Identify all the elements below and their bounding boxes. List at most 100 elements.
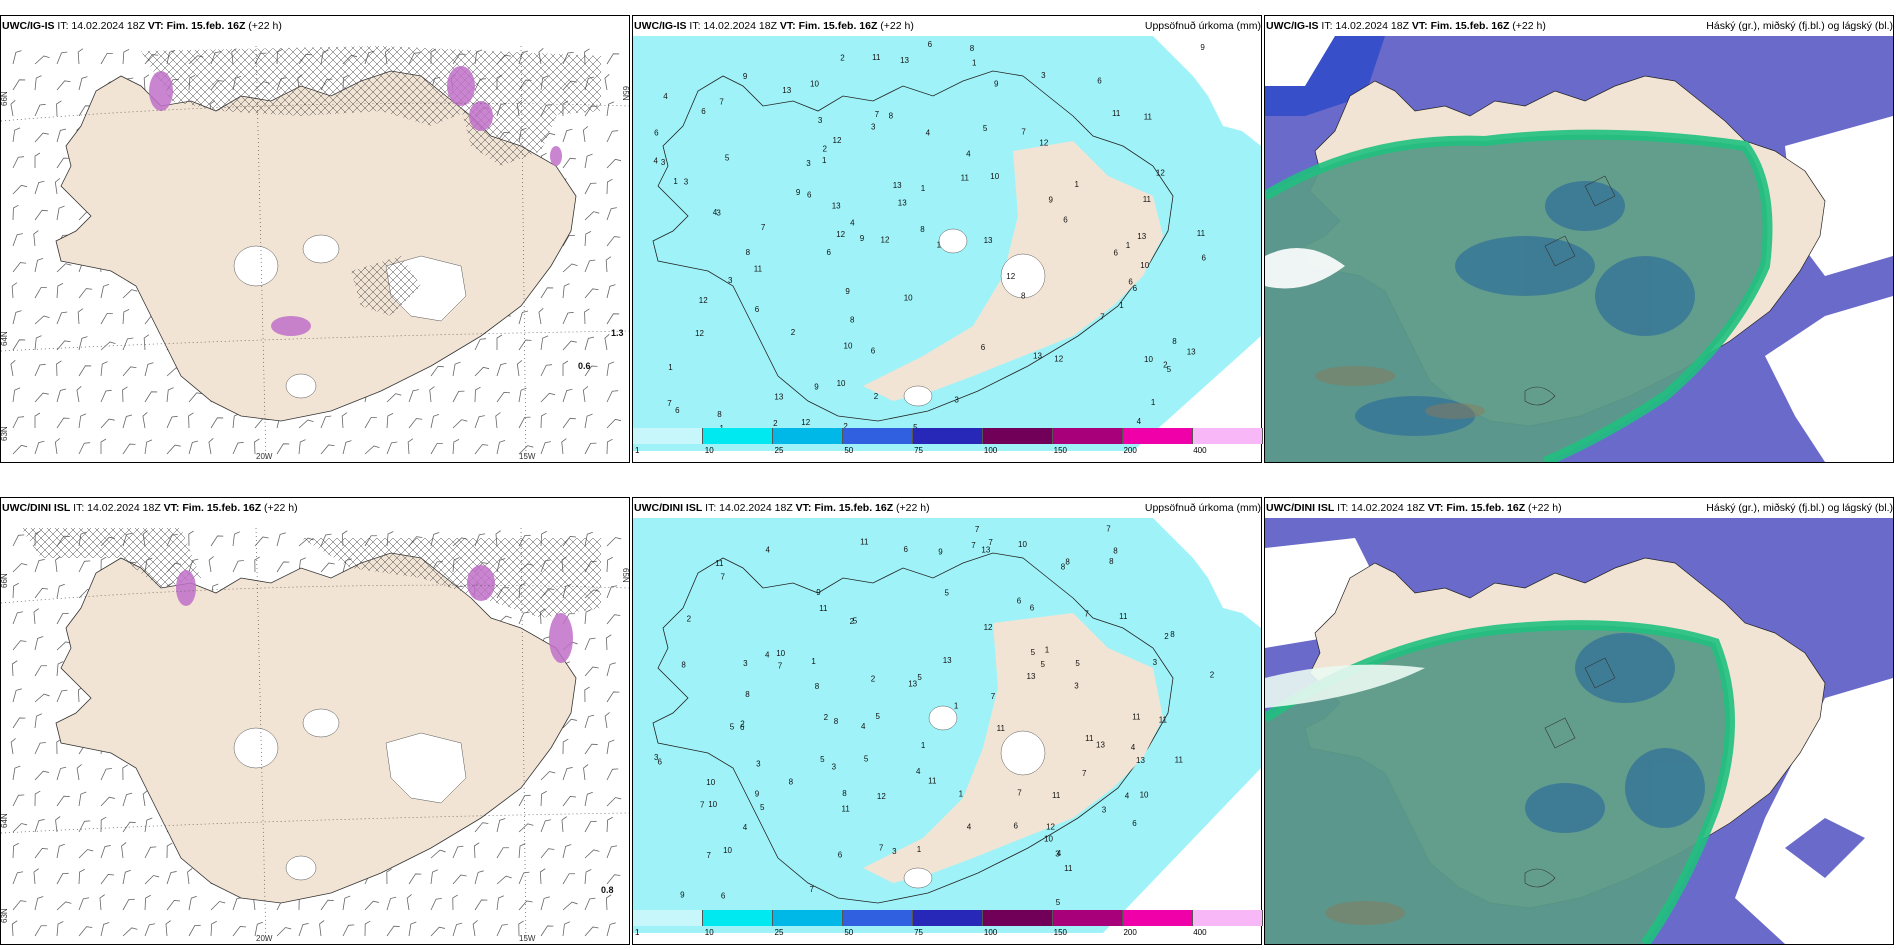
- wind-barb: [364, 900, 379, 911]
- wind-barb: [12, 640, 27, 651]
- point-value-a: 1.3: [611, 328, 624, 338]
- precip-value: 5: [1056, 898, 1061, 907]
- wind-barb: [11, 920, 18, 937]
- wind-barb: [518, 794, 531, 807]
- precip-value: 6: [1133, 284, 1138, 293]
- precip-value: 7: [1017, 788, 1022, 797]
- precip-value: 9: [1200, 43, 1205, 52]
- precip-value: 4: [654, 157, 659, 166]
- colorbar-swatch: [1193, 428, 1263, 444]
- init-time: IT: 14.02.2024 18Z: [689, 20, 777, 32]
- precip-value: 7: [810, 885, 815, 894]
- precip-value: 11: [997, 724, 1006, 733]
- precip-value: 1: [1075, 180, 1080, 189]
- precip-value: 4: [766, 546, 771, 555]
- lat-label-63n: 63N: [1, 908, 9, 923]
- precip-value: 11: [819, 604, 828, 613]
- wind-barb: [430, 926, 445, 937]
- precip-value: 10: [844, 342, 853, 351]
- wind-barb: [518, 339, 532, 351]
- precip-value: 3: [806, 159, 811, 168]
- snow-hatch-ne: [451, 71, 561, 166]
- wind-barb: [100, 389, 112, 403]
- wind-barb: [33, 608, 39, 625]
- precip-value: 5: [853, 616, 858, 625]
- precip-value: 7: [1106, 524, 1111, 533]
- precip-snow: [176, 565, 573, 663]
- wind-barb: [364, 417, 377, 429]
- wind-barb: [166, 842, 173, 859]
- wind-barb: [606, 556, 613, 573]
- wind-barb: [56, 872, 69, 885]
- wind-barb: [144, 817, 153, 833]
- precip-value: 12: [836, 230, 845, 239]
- wind-barb: [342, 924, 355, 937]
- precip-value: 2: [1210, 670, 1215, 679]
- precip-value: 11: [1143, 195, 1152, 204]
- wind-barb: [562, 901, 578, 911]
- wind-barb: [518, 900, 533, 911]
- colorbar-tick: 200: [1123, 446, 1137, 455]
- lead-time: (+22 h): [896, 502, 930, 514]
- wind-barb: [430, 443, 443, 455]
- wind-map-svg: 20W 15W 66N 64N 63N 65N 0.8: [1, 527, 629, 944]
- precip-value: 5: [864, 755, 869, 764]
- colorbar-swatch: [1053, 428, 1123, 444]
- wind-barb: [562, 718, 577, 729]
- precip-value: 7: [707, 851, 712, 860]
- precip-value: 11: [1159, 716, 1168, 725]
- wind-barb: [408, 418, 423, 429]
- wind-barb: [122, 49, 130, 65]
- wind-barb: [364, 445, 380, 455]
- wind-barb: [518, 823, 534, 833]
- wind-barb: [232, 441, 244, 455]
- precip-value: 10: [990, 172, 999, 181]
- wind-barb: [540, 287, 554, 299]
- precip-value: 13: [893, 181, 902, 190]
- colorbar-tick: 25: [774, 446, 784, 455]
- wind-barb: [562, 360, 569, 376]
- precip-value: 13: [1033, 351, 1042, 360]
- precip-value: 11: [1197, 229, 1206, 238]
- wind-barb: [584, 609, 592, 625]
- wind-barb: [56, 795, 70, 807]
- colorbar-swatch: [913, 910, 983, 926]
- wind-barb: [56, 689, 68, 703]
- wind-barb: [144, 894, 151, 911]
- wind-barb: [12, 387, 21, 403]
- wind-barb: [210, 920, 217, 937]
- wind-barb: [583, 764, 589, 781]
- precip-value: 13: [1137, 232, 1146, 241]
- precip-value: 4: [861, 722, 866, 731]
- wind-barb: [34, 742, 46, 755]
- glaciers: [903, 228, 1046, 407]
- wind-barb: [276, 927, 292, 937]
- valid-label: VT:: [795, 502, 812, 514]
- wind-barb: [56, 766, 67, 781]
- wind-barb: [584, 211, 600, 221]
- wind-barb: [341, 412, 348, 429]
- colorbar-swatch: [913, 428, 983, 444]
- colorbar-tick: 400: [1193, 446, 1207, 455]
- map-panel-cloud-top: UWC/IG-IS IT: 14.02.2024 18Z VT: Fim. 15…: [1264, 15, 1894, 463]
- wind-barb: [604, 74, 610, 91]
- lat-label-65n-right: 65N: [621, 568, 629, 583]
- colorbar-swatches: [633, 910, 1263, 928]
- precip-value: 3: [871, 123, 876, 132]
- precip-value: 7: [667, 399, 672, 408]
- wind-barb: [606, 537, 622, 547]
- colorbar-tick: 1: [635, 928, 640, 937]
- wind-barb: [496, 439, 506, 455]
- wind-barb: [606, 178, 613, 195]
- precip-value: 9: [814, 382, 819, 391]
- precip-value: 3: [1153, 658, 1158, 667]
- precip-value: 3: [892, 847, 897, 856]
- wind-barb: [12, 444, 28, 455]
- wind-barb: [452, 361, 461, 377]
- wind-barb: [584, 637, 596, 651]
- wind-barb: [298, 419, 314, 429]
- lead-time: (+22 h): [1528, 502, 1562, 514]
- lead-time: (+22 h): [264, 502, 298, 514]
- precip-value: 7: [761, 223, 766, 232]
- precip-value: 13: [981, 546, 990, 555]
